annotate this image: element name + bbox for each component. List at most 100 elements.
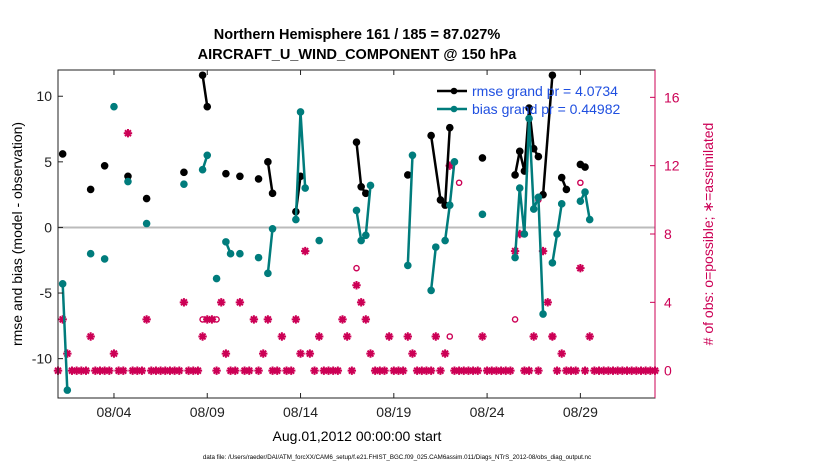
bias-point — [296, 108, 305, 116]
bias-point — [352, 206, 361, 215]
rmse-point — [236, 172, 244, 181]
obs-assimilated-marker — [81, 366, 91, 375]
bias-line — [406, 155, 414, 266]
rmse-point — [86, 185, 95, 194]
bias-point — [203, 151, 212, 160]
bias-point — [404, 261, 412, 270]
obs-assimilated-marker — [450, 366, 459, 375]
bias-point — [585, 215, 594, 224]
obs-assimilated-marker — [137, 366, 147, 375]
bias-point — [254, 253, 263, 262]
bias-point — [292, 215, 300, 224]
obs-assimilated-marker — [408, 349, 417, 358]
rmse-line — [429, 127, 452, 207]
obs-assimilated-marker — [636, 366, 646, 375]
obs-assimilated-marker — [543, 298, 552, 307]
obs-assimilated-marker — [515, 229, 524, 239]
obs-assimilated-marker — [487, 366, 496, 375]
obs-assimilated-marker — [627, 366, 636, 375]
obs-assimilated-marker — [338, 315, 347, 324]
obs-assimilated-marker — [296, 349, 305, 358]
obs-assimilated-marker — [95, 366, 105, 375]
bias-point — [576, 197, 585, 205]
rmse-point — [357, 182, 365, 191]
bias-point — [529, 205, 538, 213]
bias-point — [478, 210, 487, 219]
bias-point — [525, 114, 533, 123]
obs-assimilated-marker — [501, 366, 510, 375]
obs-assimilated-marker — [585, 332, 594, 341]
y-tick-label-right: 8 — [664, 226, 672, 242]
rmse-point — [203, 102, 212, 111]
obs-assimilated-marker — [548, 332, 557, 341]
obs-assimilated-marker — [193, 366, 203, 375]
bias-point — [86, 249, 95, 258]
chart-title-line-2: AIRCRAFT_U_WIND_COMPONENT @ 150 hPa — [198, 47, 518, 63]
plot-frame — [57, 69, 656, 399]
obs-assimilated-marker — [324, 366, 333, 375]
bias-point — [450, 158, 459, 166]
obs-assimilated-marker — [492, 366, 501, 375]
obs-assimilated-marker — [370, 366, 380, 375]
obs-assimilated-marker — [147, 366, 156, 375]
obs-assimilated-marker — [301, 246, 310, 256]
obs-possible-marker — [199, 316, 206, 323]
rmse-point — [478, 154, 487, 162]
obs-assimilated-marker — [394, 366, 403, 375]
rmse-point — [352, 138, 361, 146]
chart-title-line-1: Northern Hemisphere 161 / 185 = 87.027% — [214, 27, 501, 43]
bias-point — [581, 188, 589, 196]
obs-assimilated-marker — [389, 366, 399, 375]
obs-assimilated-marker — [562, 366, 571, 375]
obs-assimilated-marker — [109, 349, 119, 358]
obs-assimilated-marker — [618, 366, 627, 375]
obs-assimilated-marker — [529, 332, 538, 341]
obs-assimilated-marker — [599, 366, 608, 375]
obs-assimilated-marker — [263, 315, 273, 324]
bias-point — [180, 180, 188, 188]
obs-assimilated-marker — [440, 349, 450, 358]
rmse-point — [581, 163, 589, 171]
bias-point — [366, 181, 375, 190]
legend-marker-rmse — [450, 87, 458, 95]
rmse-point — [362, 189, 370, 198]
rmse-point — [436, 196, 445, 204]
obs-possible-marker — [577, 179, 584, 187]
obs-assimilated-marker — [604, 366, 613, 375]
bias-point — [301, 184, 309, 192]
obs-assimilated-marker — [67, 366, 77, 375]
rmse-point — [58, 150, 67, 158]
y-axis-label-right: # of obs: o=possible; ∗=assimilated — [700, 123, 716, 346]
obs-assimilated-marker — [249, 315, 259, 324]
obs-assimilated-marker — [77, 366, 86, 375]
obs-assimilated-marker — [328, 366, 338, 375]
obs-assimilated-marker — [207, 315, 217, 324]
obs-possible-marker — [353, 264, 360, 272]
obs-possible-marker — [511, 316, 519, 323]
obs-assimilated-marker — [170, 366, 179, 375]
obs-assimilated-marker — [259, 349, 268, 358]
obs-assimilated-marker — [305, 349, 315, 358]
obs-assimilated-marker — [403, 332, 412, 341]
bias-point — [222, 238, 230, 246]
bias-point — [515, 184, 524, 192]
x-tick-label: 08/19 — [376, 404, 411, 420]
obs-assimilated-marker — [175, 366, 184, 375]
obs-assimilated-marker — [184, 366, 193, 375]
obs-assimilated-marker — [128, 366, 137, 375]
obs-assimilated-marker — [352, 281, 361, 290]
bias-point — [362, 231, 370, 240]
obs-assimilated-marker — [366, 349, 375, 358]
obs-assimilated-marker — [524, 366, 534, 375]
y-tick-label-right: 16 — [664, 89, 680, 105]
obs-assimilated-marker — [641, 366, 650, 375]
bias-point — [315, 236, 323, 245]
bias-point — [142, 219, 151, 228]
rmse-point — [404, 171, 412, 179]
rmse-point — [222, 169, 230, 178]
obs-assimilated-marker — [198, 332, 207, 341]
data-file-footer: data file: /Users/raeder/DAI/ATM_forcXX/… — [203, 454, 591, 461]
obs-assimilated-marker — [571, 366, 580, 375]
obs-assimilated-marker — [398, 366, 408, 375]
rmse-point — [142, 194, 151, 203]
